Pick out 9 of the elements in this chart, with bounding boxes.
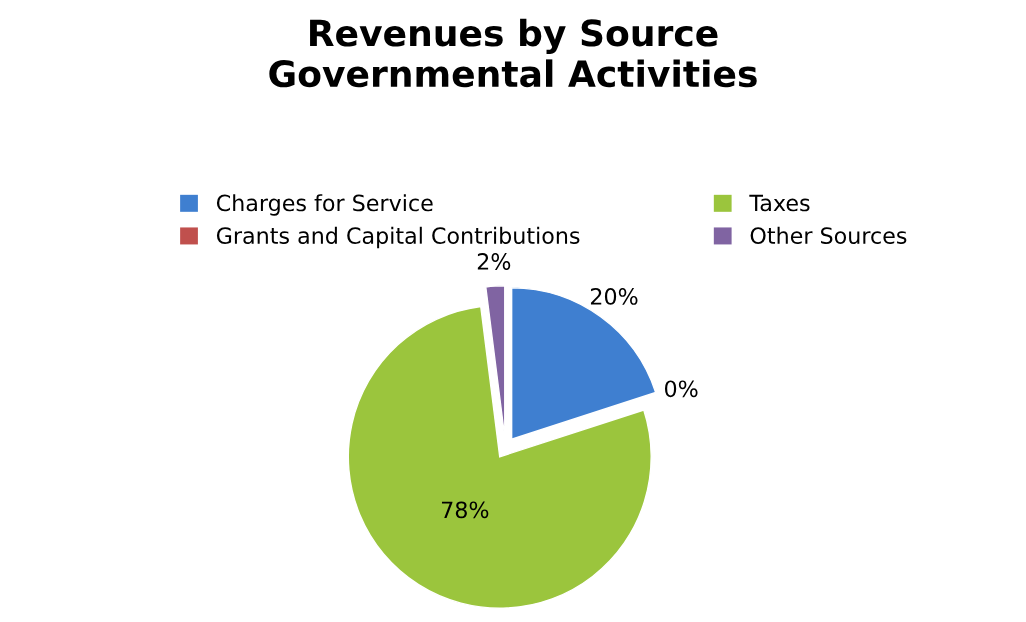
legend-label: Other Sources [750,226,907,244]
text: 0% [664,380,698,398]
data-label: 20% [590,288,638,305]
data-label: 2% [477,253,511,270]
chart-title: Revenues by Source Governmental Activities [269,18,757,88]
legend-label: Charges for Service [216,194,433,216]
data-label: 78% [441,501,489,519]
legend-label: Grants and Capital Contributions [216,226,580,249]
legend-label: Taxes [749,194,810,212]
